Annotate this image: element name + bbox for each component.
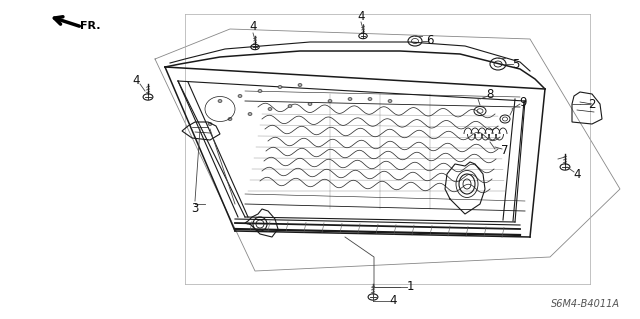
Text: 4: 4 bbox=[132, 75, 140, 87]
Ellipse shape bbox=[278, 85, 282, 88]
Text: 8: 8 bbox=[486, 87, 493, 100]
Ellipse shape bbox=[218, 100, 222, 102]
Text: S6M4-B4011A: S6M4-B4011A bbox=[551, 299, 620, 309]
Text: 2: 2 bbox=[588, 98, 596, 110]
Ellipse shape bbox=[348, 98, 352, 100]
Text: 4: 4 bbox=[249, 19, 257, 33]
Text: 4: 4 bbox=[357, 10, 365, 23]
Ellipse shape bbox=[368, 98, 372, 100]
Text: 4: 4 bbox=[573, 167, 580, 181]
Ellipse shape bbox=[288, 105, 292, 108]
Text: 3: 3 bbox=[191, 203, 198, 216]
Text: FR.: FR. bbox=[80, 21, 100, 31]
Ellipse shape bbox=[238, 94, 242, 98]
Text: 4: 4 bbox=[389, 294, 397, 308]
Ellipse shape bbox=[228, 117, 232, 121]
Ellipse shape bbox=[258, 90, 262, 93]
Ellipse shape bbox=[308, 102, 312, 106]
FancyArrowPatch shape bbox=[54, 17, 79, 26]
Text: 7: 7 bbox=[501, 145, 509, 158]
Text: 9: 9 bbox=[519, 95, 527, 108]
Text: 6: 6 bbox=[426, 34, 434, 48]
Text: 1: 1 bbox=[406, 280, 413, 293]
Ellipse shape bbox=[208, 122, 212, 125]
Ellipse shape bbox=[388, 100, 392, 102]
Ellipse shape bbox=[298, 84, 302, 86]
Ellipse shape bbox=[268, 108, 272, 110]
Text: 5: 5 bbox=[512, 57, 520, 70]
Ellipse shape bbox=[248, 113, 252, 115]
Ellipse shape bbox=[328, 100, 332, 102]
